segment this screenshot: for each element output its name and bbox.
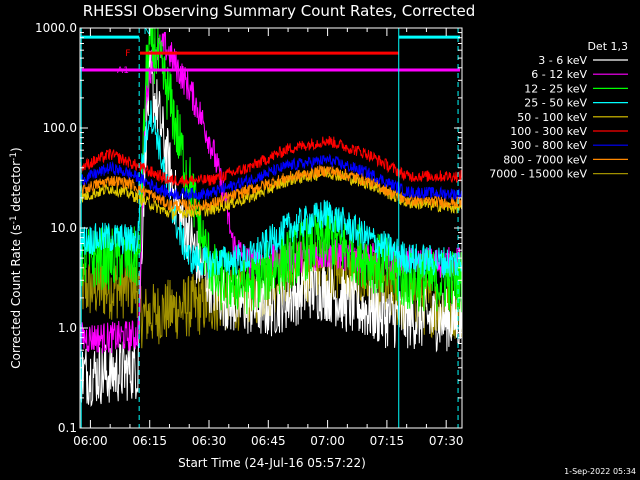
y-tick-label: 0.1 xyxy=(58,421,77,435)
legend-label-100-300-kev: 100 - 300 keV xyxy=(510,125,587,138)
y-axis: 1000.0 100.0 10.0 1.0 0.1 xyxy=(35,21,462,435)
y-axis-label-main: Corrected Count Rate (s xyxy=(9,224,23,368)
y-tick-label: 10.0 xyxy=(50,221,77,235)
timestamp: 1-Sep-2022 05:34 xyxy=(564,467,636,476)
legend-label-12-25-kev: 12 - 25 keV xyxy=(524,82,587,95)
x-tick-label: 07:00 xyxy=(310,434,345,448)
legend-label-25-50-kev: 25 - 50 keV xyxy=(524,97,587,110)
chart-title: RHESSI Observing Summary Count Rates, Co… xyxy=(83,2,476,20)
annotation-label-n: N xyxy=(144,27,151,37)
legend-label-6-12-kev: 6 - 12 keV xyxy=(531,68,587,81)
y-axis-label-sup2: -1 xyxy=(9,152,19,161)
annotation-layer: N F A1 xyxy=(80,27,461,76)
y-tick-label: 1.0 xyxy=(58,321,77,335)
x-tick-label: 06:15 xyxy=(132,434,167,448)
legend-label-300-800-kev: 300 - 800 keV xyxy=(510,139,587,152)
x-tick-label: 07:30 xyxy=(429,434,464,448)
legend-label-50-100-kev: 50 - 100 keV xyxy=(517,111,587,124)
y-axis-label: Corrected Count Rate (s-1 detector-1) xyxy=(9,147,23,368)
y-axis-label-end: ) xyxy=(9,147,23,152)
y-tick-label: 100.0 xyxy=(43,121,77,135)
legend-label-3-6-kev: 3 - 6 keV xyxy=(538,54,587,67)
legend-title: Det 1,3 xyxy=(587,40,628,53)
y-axis-label-mid: detector xyxy=(9,161,23,216)
x-axis: 06:00 06:15 06:30 06:45 07:00 07:15 07:30 xyxy=(73,28,463,448)
x-tick-label: 06:00 xyxy=(73,434,108,448)
legend-label-7000-15000-kev: 7000 - 15000 keV xyxy=(489,168,587,181)
legend-label-800-7000-kev: 800 - 7000 keV xyxy=(503,153,587,166)
x-axis-label: Start Time (24-Jul-16 05:57:22) xyxy=(178,456,366,470)
annotation-label-f: F xyxy=(125,49,130,59)
x-tick-label: 07:15 xyxy=(370,434,405,448)
x-tick-label: 06:30 xyxy=(192,434,227,448)
x-tick-label: 06:45 xyxy=(251,434,286,448)
y-tick-label: 1000.0 xyxy=(35,21,77,35)
y-axis-label-sup1: -1 xyxy=(9,215,19,224)
annotation-label-a1: A1 xyxy=(117,66,129,76)
